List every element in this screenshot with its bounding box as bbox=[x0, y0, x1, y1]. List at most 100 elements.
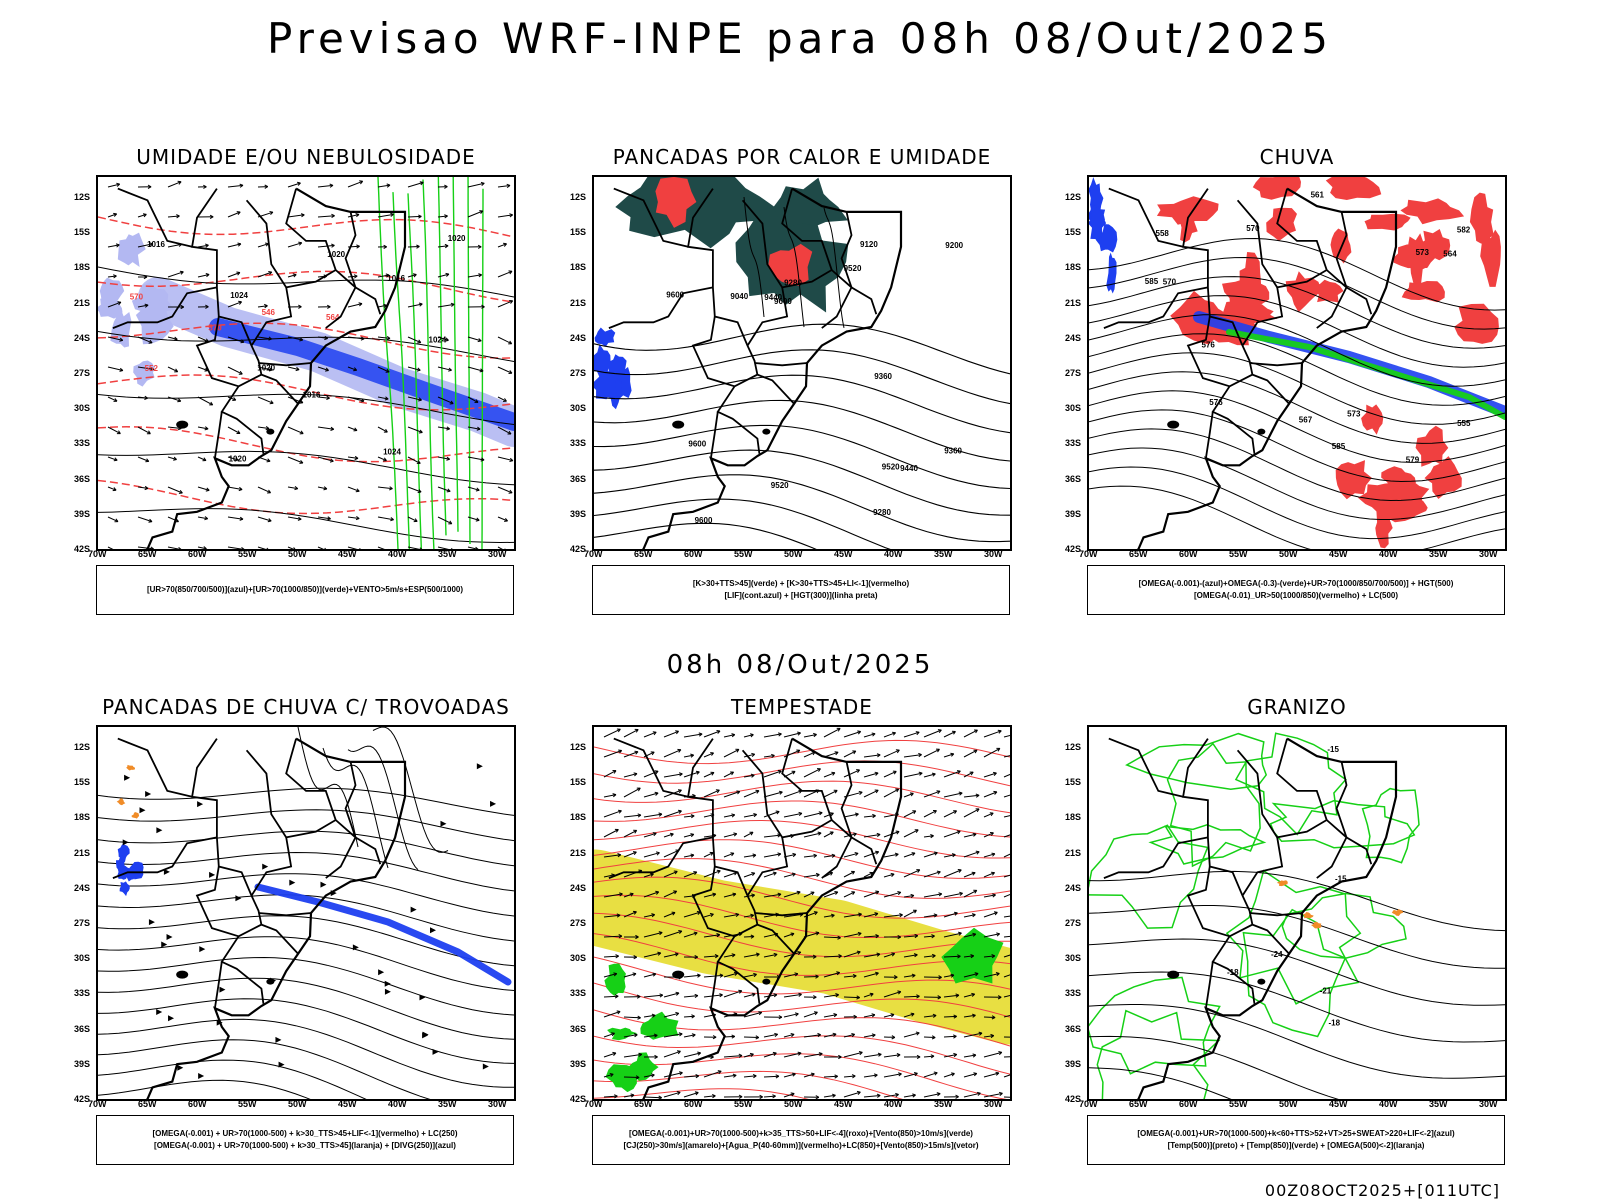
border-line bbox=[1186, 316, 1230, 388]
border-line bbox=[1108, 187, 1184, 248]
streamline-850 bbox=[594, 956, 1010, 995]
lat-label: 42S bbox=[570, 1094, 587, 1104]
border-line bbox=[1316, 269, 1348, 329]
hgt300-contour bbox=[594, 399, 1010, 462]
streamline-850 bbox=[594, 858, 1010, 899]
hgt500-contour bbox=[1089, 428, 1505, 502]
svg-text:561: 561 bbox=[1311, 190, 1325, 199]
lat-label: 24S bbox=[1065, 882, 1082, 893]
lon-label: 35W bbox=[438, 1099, 457, 1109]
lake bbox=[762, 428, 771, 435]
svg-text:9600: 9600 bbox=[774, 297, 792, 306]
humidity-patch bbox=[98, 297, 123, 319]
humidity-patch bbox=[117, 232, 146, 267]
legend-box: [OMEGA(-0.001)-(azul)+OMEGA(-0.3)-(verde… bbox=[1087, 565, 1505, 615]
border-line bbox=[1186, 866, 1230, 938]
omega500-area bbox=[1276, 880, 1288, 887]
streamline bbox=[297, 727, 359, 848]
humidity-low-contour bbox=[392, 192, 411, 549]
lon-label: 65W bbox=[1129, 549, 1148, 559]
pressure-contour bbox=[98, 266, 514, 298]
temp850-contour bbox=[1234, 732, 1347, 836]
lat-label: 42S bbox=[74, 544, 91, 554]
border-line bbox=[1241, 837, 1284, 897]
rain-area bbox=[1358, 482, 1404, 514]
border-line bbox=[250, 287, 293, 347]
svg-text:582: 582 bbox=[1457, 226, 1471, 235]
lon-label: 65W bbox=[1129, 1099, 1148, 1109]
lif-contour bbox=[743, 196, 765, 318]
humidity-low-contour bbox=[377, 177, 399, 549]
border-line bbox=[344, 761, 382, 865]
pressure-contour bbox=[98, 331, 514, 362]
lon-label: 40W bbox=[884, 1099, 903, 1109]
svg-text:-15: -15 bbox=[1335, 874, 1347, 883]
lat-label: 18S bbox=[570, 262, 587, 273]
svg-text:9520: 9520 bbox=[844, 264, 862, 273]
omega500-area bbox=[1391, 909, 1404, 916]
lat-label: 27S bbox=[74, 368, 91, 378]
temp850-contour bbox=[1361, 787, 1420, 864]
valid-time-title: 08h 08/Out/2025 bbox=[666, 650, 934, 680]
border-line bbox=[757, 373, 795, 405]
lat-label: 36S bbox=[1065, 1023, 1082, 1034]
streamline-850 bbox=[594, 800, 1010, 838]
lat-label: 36S bbox=[74, 1023, 91, 1034]
streamline-850 bbox=[594, 780, 1010, 814]
lake bbox=[1167, 970, 1180, 979]
omega500-area bbox=[1303, 912, 1314, 919]
wind850-area bbox=[604, 963, 626, 996]
lat-label: 36S bbox=[570, 473, 587, 484]
lon-label: 45W bbox=[1329, 549, 1348, 559]
svg-text:585: 585 bbox=[1145, 277, 1159, 286]
lat-label: 12S bbox=[1065, 742, 1082, 752]
lon-label: 55W bbox=[238, 549, 257, 559]
border-line bbox=[746, 837, 789, 897]
lon-label: 35W bbox=[1429, 549, 1448, 559]
thickness-contour bbox=[98, 216, 514, 238]
lat-label: 12S bbox=[74, 742, 91, 752]
lat-label: 27S bbox=[1065, 918, 1082, 928]
lat-label: 42S bbox=[1065, 544, 1082, 554]
svg-text:1020: 1020 bbox=[327, 250, 345, 259]
lat-label: 39S bbox=[570, 508, 587, 519]
lat-label: 24S bbox=[74, 332, 91, 343]
hgt500-contour bbox=[1089, 276, 1505, 349]
border-line bbox=[112, 286, 218, 329]
hgt300-contour bbox=[594, 474, 1010, 543]
lon-label: 70W bbox=[584, 1099, 603, 1109]
lat-label: 15S bbox=[1065, 777, 1082, 788]
lon-label: 45W bbox=[338, 1099, 357, 1109]
lat-label: 15S bbox=[74, 227, 91, 238]
lon-label: 60W bbox=[188, 1099, 207, 1109]
panel-title: PANCADAS DE CHUVA C/ TROVOADAS bbox=[102, 695, 510, 719]
border-line bbox=[258, 912, 312, 917]
border-line bbox=[195, 316, 239, 388]
streamline-850 bbox=[594, 1035, 1010, 1075]
lake bbox=[266, 978, 275, 985]
lon-label: 35W bbox=[934, 1099, 953, 1109]
lat-label: 33S bbox=[74, 988, 91, 999]
lon-label: 40W bbox=[884, 549, 903, 559]
run-footer: 00Z08OCT2025+[011UTC] bbox=[1264, 1181, 1500, 1200]
map-canvas: -15-15-18-18-21-24 bbox=[1089, 732, 1505, 1099]
contour-labels: 585 585 582 579 576 576 573 570 567 564 561 558 555 5… bbox=[1145, 190, 1471, 464]
streamline bbox=[347, 745, 419, 871]
svg-text:9280: 9280 bbox=[873, 508, 891, 517]
rain-area bbox=[1285, 271, 1322, 313]
lat-label: 36S bbox=[1065, 473, 1082, 484]
wind850-area bbox=[640, 1011, 679, 1040]
svg-text:-21: -21 bbox=[1320, 987, 1332, 996]
streamline-850 bbox=[594, 1088, 809, 1099]
lat-label: 12S bbox=[1065, 192, 1082, 202]
humidity-low-contour bbox=[407, 193, 423, 549]
wind-vectors bbox=[107, 180, 514, 549]
svg-text:1020: 1020 bbox=[229, 454, 247, 463]
lat-label: 24S bbox=[1065, 332, 1082, 343]
streamline bbox=[98, 936, 514, 991]
temp850-contour bbox=[1089, 824, 1209, 929]
svg-text:1024: 1024 bbox=[230, 291, 248, 300]
svg-text:564: 564 bbox=[1443, 250, 1457, 259]
legend-box: [K>30+TTS>45](verde) + [K>30+TTS>45+LI<-… bbox=[592, 565, 1010, 615]
